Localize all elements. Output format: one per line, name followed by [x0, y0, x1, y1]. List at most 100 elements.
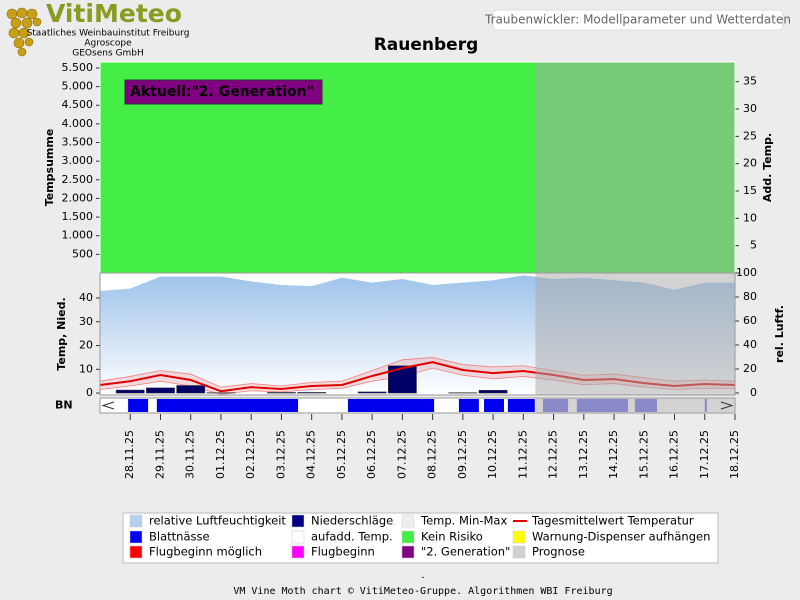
- temp-range-band: [100, 357, 735, 395]
- footer-credit: VM Vine Moth chart © VitiMeteo-Gruppe. A…: [233, 586, 612, 597]
- leaf-wetness: [128, 399, 149, 412]
- page-title-box: [492, 9, 784, 31]
- x-tick-label: 30.11.25: [184, 430, 197, 479]
- y2-tick-label: 10: [743, 211, 757, 224]
- legend-swatch: [129, 514, 143, 528]
- leaf-wetness: [458, 399, 479, 412]
- x-tick-label: 12.12.25: [547, 430, 560, 479]
- forecast-overlay: [535, 62, 735, 273]
- x-tick-label: 09.12.25: [456, 430, 469, 479]
- x-tick-label: 18.12.25: [728, 430, 741, 479]
- y2-tick-label: 80: [743, 290, 757, 303]
- legend-swatch: [512, 530, 526, 544]
- leaf-wetness: [347, 399, 435, 412]
- logo: VitiMeteo Staatliches Weinbauinstitut Fr…: [6, 0, 190, 59]
- legend-swatch: [129, 545, 143, 559]
- forecast-overlay: [535, 398, 735, 413]
- precip-bar: [267, 392, 296, 394]
- precip-bar: [146, 387, 175, 394]
- forecast-overlay: [535, 273, 735, 395]
- y-tick-label: 2.500: [62, 173, 94, 186]
- y2-tick-label: 25: [743, 129, 757, 142]
- precip-bar: [176, 385, 206, 394]
- legend-swatch: [401, 514, 415, 528]
- x-tick-label: 16.12.25: [668, 430, 681, 479]
- plot-frame: [99, 272, 736, 396]
- y2-tick-label: 20: [743, 157, 757, 170]
- precip-bar: [297, 392, 327, 394]
- x-tick-label: 03.12.25: [274, 430, 287, 479]
- y2-tick-label: 15: [743, 184, 757, 197]
- plots: 5001.0001.5002.0002.5003.0003.5004.0004.…: [43, 61, 786, 479]
- x-tick-label: 05.12.25: [335, 430, 348, 479]
- y-tick-label: 40: [79, 291, 93, 304]
- y-tick-label: 1.000: [62, 229, 94, 242]
- x-tick-label: 13.12.25: [577, 430, 590, 479]
- legend-label: Tagesmittelwert Temperatur: [531, 514, 694, 528]
- legend-label: Flugbeginn möglich: [149, 545, 262, 559]
- y-tick-label: 1.500: [62, 210, 94, 223]
- legend-swatch: [291, 514, 305, 528]
- precip-bar: [478, 389, 508, 394]
- x-tick-label: 14.12.25: [607, 430, 620, 479]
- legend-swatch: [512, 545, 526, 559]
- annotation-box: [124, 79, 323, 105]
- page-title: Traubenwickler: Modellparameter und Wett…: [484, 13, 791, 27]
- legend-swatch: [401, 545, 415, 559]
- x-tick-label: 01.12.25: [214, 430, 227, 479]
- legend-label: Temp. Min-Max: [420, 514, 507, 528]
- y-axis-label: Tempsumme: [43, 129, 56, 207]
- org-line: Agroscope: [84, 39, 132, 49]
- y-axis-label: Temp, Nied.: [55, 297, 68, 370]
- y2-tick-label: 100: [736, 266, 757, 279]
- y-tick-label: 5.500: [62, 61, 94, 74]
- x-tick-label: 02.12.25: [244, 430, 257, 479]
- y2-tick-label: 20: [743, 362, 757, 375]
- y2-tick-label: 30: [743, 102, 757, 115]
- legend-swatch: [291, 530, 305, 544]
- y-tick-label: 0: [86, 386, 93, 399]
- legend-box: [122, 512, 719, 564]
- legend-label: "2. Generation": [421, 545, 510, 559]
- legend-swatch: [291, 545, 305, 559]
- legend-label: Blattnässe: [149, 530, 210, 544]
- y-tick-label: 3.500: [62, 136, 94, 149]
- y2-tick-label: 35: [743, 75, 757, 88]
- scroll-right: [720, 401, 734, 410]
- legend-label: Flugbeginn: [311, 545, 375, 559]
- y2-tick-label: 40: [743, 338, 757, 351]
- y2-axis-label: Add. Temp.: [761, 133, 774, 202]
- legend-label: relative Luftfeuchtigkeit: [149, 514, 286, 528]
- x-tick-label: 29.11.25: [153, 430, 166, 479]
- y-tick-label: 500: [72, 247, 93, 260]
- y2-tick-label: 60: [743, 314, 757, 327]
- legend-label: Niederschläge: [311, 514, 393, 528]
- y-tick-label: 4.500: [62, 98, 94, 111]
- y-tick-label: 20: [79, 339, 93, 352]
- legend-swatch: [401, 530, 415, 544]
- x-tick-label: 06.12.25: [365, 430, 378, 479]
- precip-bar: [115, 389, 145, 394]
- scroll-left: [101, 401, 115, 410]
- y-tick-label: 10: [79, 362, 93, 375]
- leaf-wetness: [507, 399, 535, 412]
- y-tick-label: 2.000: [62, 191, 94, 204]
- precip-bar: [357, 391, 387, 394]
- legend-swatch: [129, 530, 143, 544]
- x-tick-label: 17.12.25: [698, 430, 711, 479]
- x-tick-label: 28.11.25: [123, 430, 136, 479]
- y2-tick-label: 5: [750, 239, 757, 252]
- legend-label: Kein Risiko: [421, 530, 483, 544]
- x-tick-label: 07.12.25: [395, 430, 408, 479]
- x-tick-label: 10.12.25: [486, 430, 499, 479]
- leaf-wetness: [156, 399, 299, 412]
- org-line: Staatliches Weinbauinstitut Freiburg: [27, 29, 190, 39]
- strip-label: BN: [55, 399, 73, 412]
- x-tick-label: 11.12.25: [516, 430, 529, 479]
- annotation-text: Aktuell:"2. Generation": [130, 84, 314, 100]
- y-tick-label: 3.000: [62, 154, 94, 167]
- legend-label: Warnung-Dispenser aufhängen: [532, 530, 710, 544]
- x-tick-label: 08.12.25: [426, 430, 439, 479]
- leaf-wetness: [484, 399, 504, 412]
